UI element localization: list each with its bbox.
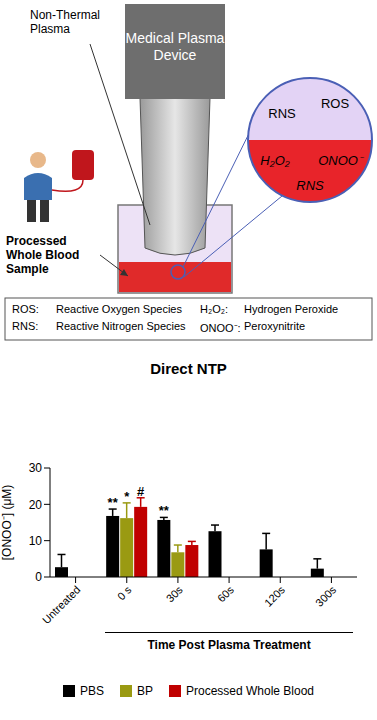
svg-text:[ONOO⁻] (μM): [ONOO⁻] (μM) <box>0 485 14 561</box>
svg-text:20: 20 <box>29 498 43 512</box>
svg-text:#: # <box>137 484 145 499</box>
html-text:ONOO⁻: Peroxynitrite: ONOO⁻: Peroxynitrite <box>200 320 306 334</box>
html-text:Medical Plasma Device: Medical Plasma Device <box>125 30 225 63</box>
svg-text:10: 10 <box>29 534 43 548</box>
html-text:Processed Whole Blood Sample: Processed Whole Blood Sample <box>6 234 80 276</box>
html-text:ROS:: ROS: <box>12 303 39 315</box>
svg-text:**: ** <box>159 503 170 518</box>
svg-text:RNS: RNS <box>268 106 296 121</box>
svg-text:60s: 60s <box>215 583 236 604</box>
svg-text:30: 30 <box>29 461 43 475</box>
svg-text:RNS: RNS <box>296 178 324 193</box>
html-text:Reactive Nitrogen Species: Reactive Nitrogen Species <box>56 320 186 332</box>
svg-text:**: ** <box>108 495 119 510</box>
html-text:Processed Whole Blood: Processed Whole Blood <box>186 684 314 698</box>
html-text:Direct NTP: Direct NTP <box>150 360 227 377</box>
svg-text:Untreated: Untreated <box>40 583 83 626</box>
html-text:Time Post Plasma Treatment: Time Post Plasma Treatment <box>147 638 311 652</box>
svg-text:120s: 120s <box>262 583 288 609</box>
html-text:BP: BP <box>137 684 153 698</box>
svg-text:*: * <box>124 489 130 504</box>
html-text:H₂O₂:: H₂O₂: <box>200 303 229 315</box>
svg-text:0: 0 <box>35 570 42 584</box>
html-text:Reactive Oxygen Species: Reactive Oxygen Species <box>56 303 182 315</box>
html-text:Hydrogen Peroxide: Hydrogen Peroxide <box>244 303 339 315</box>
svg-text:H₂O₂: H₂O₂ <box>260 153 289 168</box>
svg-text:30s: 30s <box>164 583 185 604</box>
html-text:RNS:: RNS: <box>12 320 39 332</box>
svg-text:300s: 300s <box>313 583 339 609</box>
html-text:PBS: PBS <box>79 684 104 698</box>
svg-text:ONOO⁻: ONOO⁻ <box>318 153 364 168</box>
svg-text:ROS: ROS <box>321 96 350 111</box>
svg-text:0 s: 0 s <box>115 583 134 602</box>
html-text:Non-Thermal Plasma: Non-Thermal Plasma <box>30 8 100 36</box>
